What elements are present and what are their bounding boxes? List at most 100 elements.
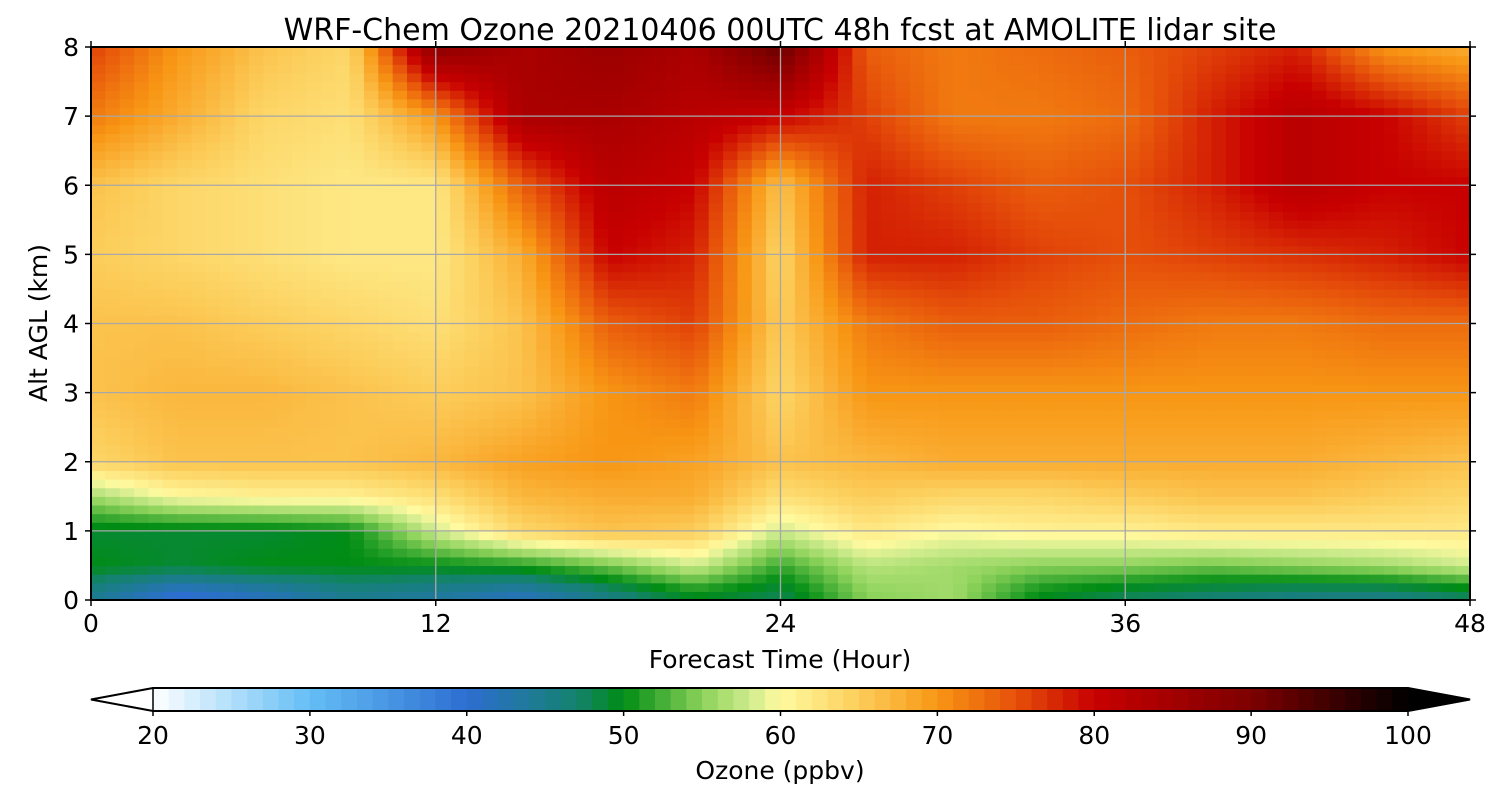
- heatmap-cell: [909, 435, 925, 446]
- heatmap-cell: [349, 574, 365, 584]
- heatmap-cell: [521, 418, 537, 428]
- heatmap-cell: [565, 375, 580, 385]
- heatmap-cell: [909, 193, 925, 204]
- heatmap-cell: [1268, 314, 1284, 325]
- heatmap-cell: [967, 228, 983, 238]
- heatmap-cell: [622, 263, 638, 273]
- heatmap-cell: [1355, 513, 1371, 523]
- heatmap-cell: [249, 548, 264, 558]
- heatmap-cell: [421, 211, 437, 221]
- heatmap-cell: [1182, 211, 1198, 221]
- heatmap-cell: [1311, 401, 1327, 411]
- heatmap-cell: [823, 254, 839, 264]
- heatmap-cell: [306, 219, 322, 230]
- heatmap-cell: [363, 591, 379, 600]
- heatmap-cell: [679, 470, 695, 480]
- heatmap-cell: [924, 427, 940, 437]
- heatmap-cell: [1398, 504, 1414, 515]
- heatmap-cell: [378, 479, 394, 489]
- heatmap-cell: [1197, 159, 1213, 169]
- heatmap-cell: [1340, 427, 1356, 437]
- heatmap-cell: [205, 228, 221, 238]
- heatmap-cell: [1225, 582, 1241, 592]
- heatmap-cell: [608, 314, 624, 325]
- heatmap-cell: [622, 556, 638, 567]
- heatmap-cell: [234, 435, 250, 446]
- heatmap-cell: [1455, 263, 1470, 273]
- heatmap-cell: [651, 556, 667, 567]
- heatmap-cell: [292, 444, 308, 454]
- heatmap-cell: [938, 340, 954, 351]
- heatmap-cell: [177, 228, 193, 238]
- heatmap-cell: [1211, 167, 1227, 178]
- heatmap-cell: [392, 591, 408, 600]
- heatmap-cell: [1053, 340, 1069, 351]
- heatmap-cell: [809, 427, 825, 437]
- heatmap-cell: [1254, 530, 1270, 541]
- heatmap-cell: [895, 392, 911, 402]
- heatmap-cell: [320, 263, 336, 273]
- heatmap-cell: [191, 219, 207, 230]
- heatmap-cell: [924, 392, 940, 402]
- heatmap-cell: [119, 453, 135, 463]
- heatmap-cell: [378, 193, 394, 204]
- heatmap-cell: [1426, 401, 1442, 411]
- heatmap-cell: [1153, 513, 1169, 523]
- heatmap-cell: [809, 271, 825, 281]
- heatmap-cell: [478, 427, 494, 437]
- heatmap-cell: [435, 574, 451, 584]
- heatmap-cell: [651, 280, 667, 290]
- heatmap-cell: [1110, 470, 1126, 480]
- heatmap-cell: [1182, 556, 1198, 567]
- heatmap-cell: [507, 306, 523, 316]
- heatmap-cell: [1168, 219, 1184, 230]
- heatmap-cell: [622, 383, 638, 394]
- heatmap-cell: [407, 349, 422, 359]
- heatmap-cell: [1139, 487, 1155, 497]
- heatmap-cell: [1024, 453, 1040, 463]
- heatmap-cell: [292, 254, 308, 264]
- heatmap-cell: [263, 366, 279, 376]
- heatmap-cell: [895, 349, 911, 359]
- heatmap-cell: [292, 565, 308, 575]
- heatmap-cell: [708, 332, 724, 342]
- heatmap-cell: [1297, 150, 1313, 160]
- heatmap-cell: [1168, 565, 1184, 575]
- heatmap-cell: [593, 539, 609, 549]
- heatmap-cell: [780, 556, 796, 567]
- heatmap-cell: [967, 297, 983, 307]
- heatmap-cell: [1096, 453, 1112, 463]
- heatmap-cell: [277, 556, 293, 567]
- heatmap-cell: [1326, 401, 1342, 411]
- heatmap-cell: [521, 565, 537, 575]
- heatmap-cell: [866, 219, 882, 230]
- heatmap-cell: [1383, 427, 1399, 437]
- heatmap-cell: [995, 574, 1011, 584]
- heatmap-cell: [378, 418, 394, 428]
- heatmap-cell: [435, 167, 451, 178]
- heatmap-cell: [1053, 504, 1069, 515]
- heatmap-cell: [1082, 358, 1098, 368]
- heatmap-cell: [421, 487, 437, 497]
- heatmap-cell: [809, 280, 825, 290]
- heatmap-cell: [622, 582, 638, 592]
- heatmap-cell: [1024, 470, 1040, 480]
- heatmap-cell: [1197, 591, 1213, 600]
- heatmap-cell: [1268, 392, 1284, 402]
- heatmap-cell: [119, 383, 135, 394]
- heatmap-cell: [1383, 323, 1399, 333]
- heatmap-cell: [378, 427, 394, 437]
- heatmap-cell: [679, 453, 695, 463]
- heatmap-cell: [550, 591, 566, 600]
- heatmap-cell: [1455, 444, 1470, 454]
- heatmap-cell: [478, 150, 494, 160]
- heatmap-cell: [565, 228, 580, 238]
- heatmap-cell: [1053, 358, 1069, 368]
- heatmap-cell: [1412, 530, 1428, 541]
- heatmap-cell: [952, 591, 968, 600]
- heatmap-cell: [550, 427, 566, 437]
- heatmap-cell: [866, 548, 882, 558]
- heatmap-cell: [593, 323, 609, 333]
- heatmap-cell: [335, 548, 351, 558]
- heatmap-cell: [665, 461, 681, 471]
